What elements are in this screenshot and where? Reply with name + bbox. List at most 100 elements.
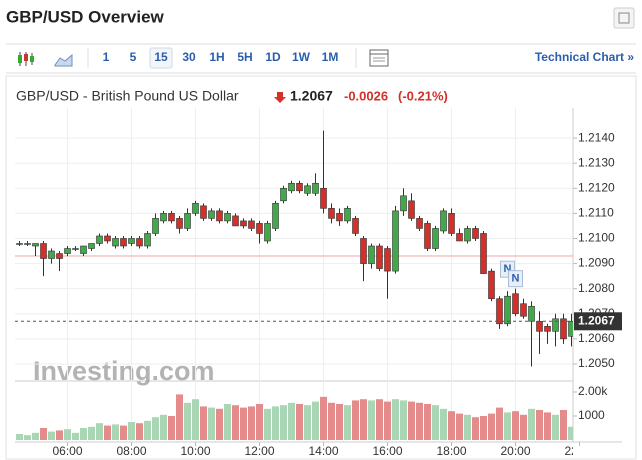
candle-body <box>496 298 503 325</box>
volume-bar <box>32 432 39 440</box>
area-icon[interactable] <box>54 53 73 67</box>
candle-body <box>448 213 455 234</box>
interval-button[interactable]: 5H <box>237 50 252 64</box>
candle-body <box>208 210 215 219</box>
candle-body <box>48 250 55 259</box>
candle-body <box>296 182 303 192</box>
candle-body <box>160 213 167 222</box>
x-tick-label: 10:00 <box>180 444 210 458</box>
volume-bar <box>88 426 95 440</box>
volume-bar <box>552 414 559 440</box>
candle-body <box>240 220 247 227</box>
volume-bar <box>392 399 399 440</box>
technical-chart-link[interactable]: Technical Chart » <box>535 50 634 64</box>
volume-bar <box>336 404 343 440</box>
candle-body <box>384 248 391 272</box>
candle-body <box>16 243 23 245</box>
candle-body <box>272 203 279 229</box>
candle-body <box>192 203 199 214</box>
candle-body <box>560 318 567 340</box>
quote-change-percent: (-0.21%) <box>398 88 448 103</box>
candle-body <box>216 210 223 222</box>
volume-bar <box>352 400 359 440</box>
candle-body <box>408 200 415 219</box>
volume-bar <box>320 396 327 440</box>
x-tick-label: 16:00 <box>372 444 402 458</box>
event-label: N <box>512 273 520 285</box>
volume-bar <box>120 425 127 440</box>
volume-tick-label: 1000 <box>578 408 605 422</box>
volume-bar <box>48 431 55 440</box>
volume-bar <box>168 416 175 440</box>
volume-bar <box>376 399 383 440</box>
volume-tick-label: 2.00k <box>578 384 608 398</box>
candle-body <box>456 233 463 242</box>
volume-bar <box>568 426 573 440</box>
event-flag[interactable] <box>508 270 523 288</box>
candle-body <box>248 220 255 229</box>
interval-button[interactable]: 1D <box>265 50 281 64</box>
candle-body <box>80 245 87 254</box>
selected-interval <box>149 47 173 69</box>
last-price-box <box>574 312 622 331</box>
layout-icon[interactable] <box>369 49 389 67</box>
candle-body <box>464 228 471 242</box>
y-tick-label: 1.2060 <box>578 331 615 345</box>
x-tick-label: 22:00 <box>564 444 594 458</box>
candle-body <box>544 326 551 332</box>
volume-bar <box>360 399 367 440</box>
candle-body <box>152 218 159 234</box>
candle-body <box>488 270 495 300</box>
candle-body <box>64 248 71 254</box>
x-tick-label: 14:00 <box>308 444 338 458</box>
interval-button[interactable]: 30 <box>182 50 196 64</box>
interval-button[interactable]: 1M <box>322 50 339 64</box>
candle-body <box>432 228 439 249</box>
volume-bar <box>288 402 295 440</box>
y-tick-label: 1.2140 <box>578 130 615 144</box>
candle-icon[interactable] <box>18 52 34 66</box>
x-tick-label: 18:00 <box>436 444 466 458</box>
interval-button[interactable]: 1H <box>209 50 224 64</box>
volume-bar <box>296 404 303 440</box>
interval-button[interactable]: 15 <box>154 50 168 64</box>
candle-body <box>536 320 543 332</box>
candle-body <box>168 213 175 222</box>
volume-bar <box>256 404 263 440</box>
y-tick-label: 1.2110 <box>578 206 614 220</box>
x-tick-label: 06:00 <box>52 444 82 458</box>
interval-button[interactable]: 1W <box>292 50 311 64</box>
candle-body <box>568 320 573 337</box>
candle-body <box>440 210 447 232</box>
candle-body <box>352 218 359 234</box>
candle-body <box>120 238 127 247</box>
candle-body <box>336 213 343 222</box>
settings-button[interactable] <box>613 7 635 29</box>
candle-body <box>32 243 39 247</box>
volume-bar <box>456 413 463 440</box>
volume-bar <box>400 400 407 440</box>
volume-bar <box>264 408 271 440</box>
volume-bar <box>224 404 231 440</box>
last-price-label: 1.2067 <box>578 313 615 327</box>
candle-body <box>376 245 383 269</box>
volume-bar <box>528 408 535 440</box>
interval-button[interactable]: 1 <box>103 50 110 64</box>
interval-button[interactable]: 5 <box>130 50 137 64</box>
volume-bar <box>160 414 167 440</box>
down-arrow <box>274 92 286 103</box>
volume-bar <box>232 405 239 440</box>
volume-bar <box>152 417 159 440</box>
volume-bar <box>136 423 143 440</box>
volume-bar <box>64 429 71 440</box>
volume-bar <box>272 406 279 440</box>
volume-bar <box>16 434 23 440</box>
candle-body <box>40 243 47 259</box>
candle-body <box>528 305 535 322</box>
candle-body <box>552 318 559 332</box>
candle-body <box>136 238 143 247</box>
candle-body <box>72 248 79 250</box>
volume-bar <box>216 408 223 440</box>
candle-body <box>176 218 183 229</box>
candle-body <box>320 187 327 209</box>
